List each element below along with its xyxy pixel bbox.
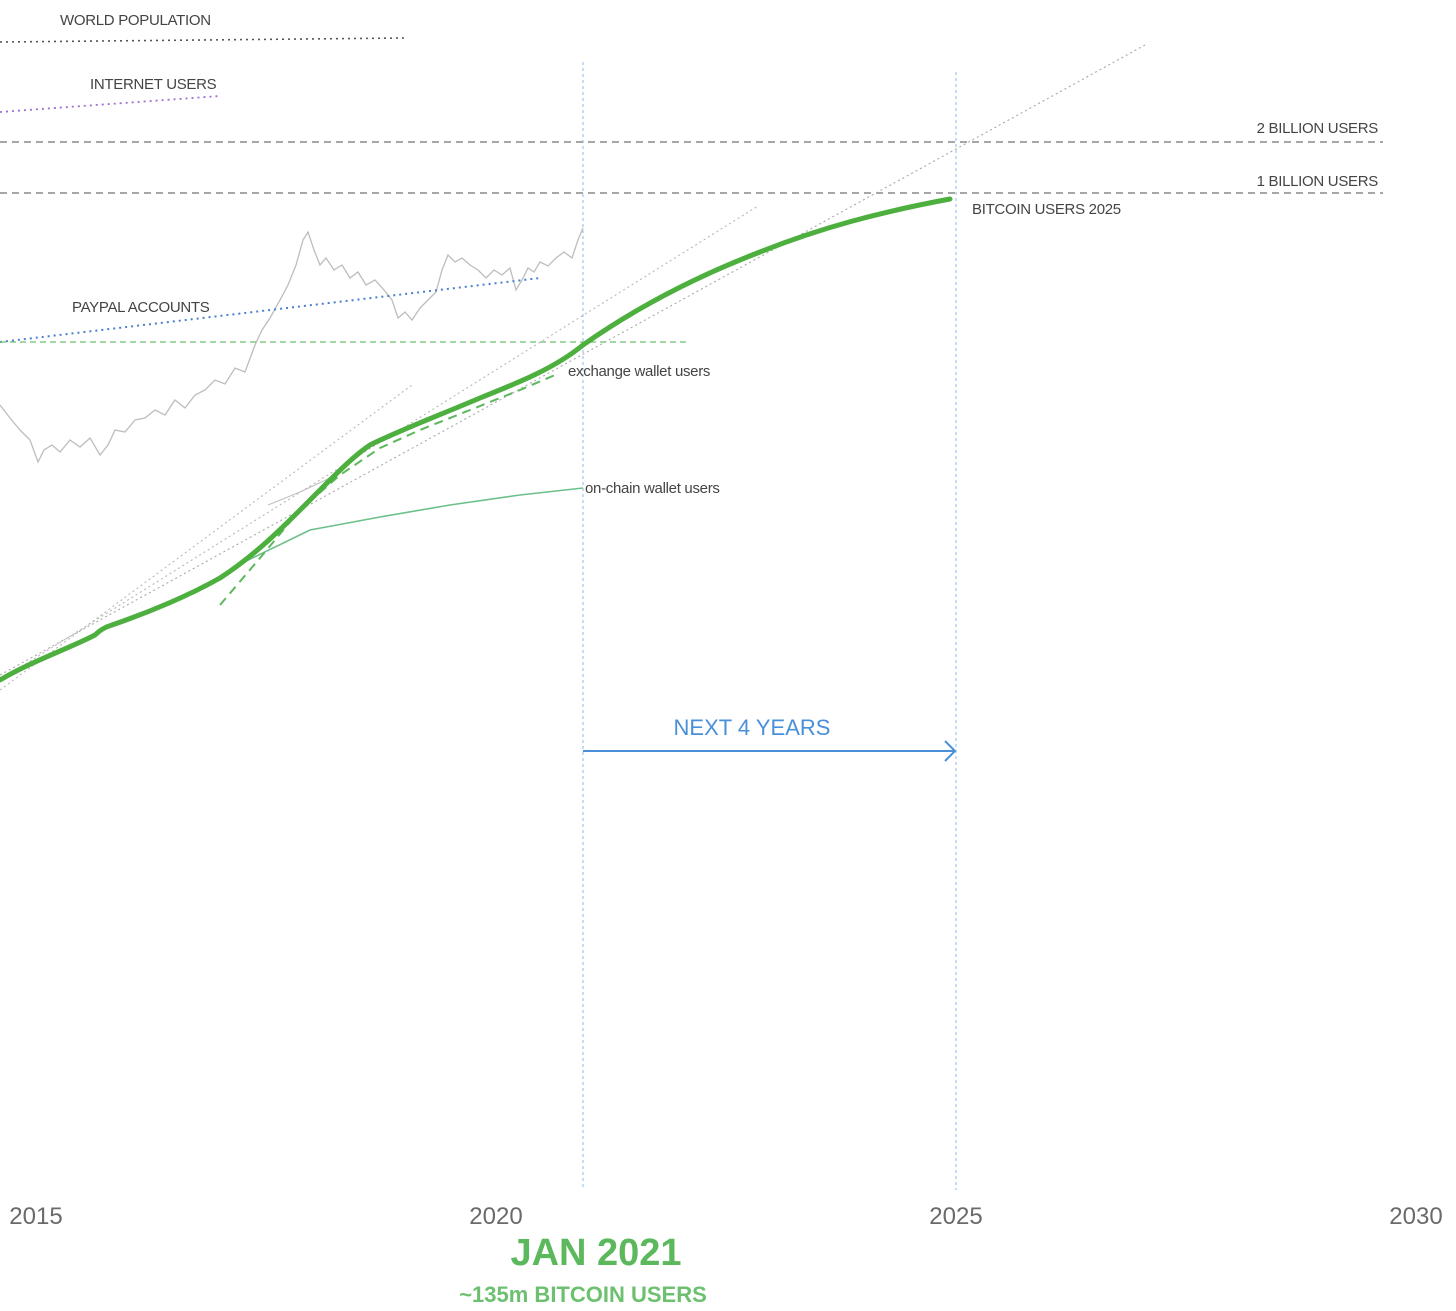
series-on-chain-wallet-users-label: on-chain wallet users: [585, 480, 720, 497]
world-population-label: WORLD POPULATION: [60, 12, 211, 29]
bitcoin-price-line: [0, 227, 584, 464]
price-fragment: [267, 477, 331, 506]
next-4-years-arrow-head: [944, 740, 957, 762]
bitcoin-users-count-label: ~135m BITCOIN USERS: [459, 1282, 707, 1307]
series-bitcoin-users: [0, 196, 953, 683]
trend-line-mid: [0, 205, 759, 681]
paypal-accounts-label: PAYPAL ACCOUNTS: [72, 299, 210, 316]
x-tick-2015: 2015: [9, 1203, 62, 1230]
series-exchange-wallet-users: [219, 374, 556, 606]
series-exchange-wallet-users-label: exchange wallet users: [568, 363, 710, 380]
internet-users-line: [0, 95, 221, 113]
jan-2021-label: JAN 2021: [510, 1232, 681, 1274]
internet-users-label: INTERNET USERS: [90, 76, 217, 93]
next-4-years-label: NEXT 4 YEARS: [674, 715, 831, 740]
x-tick-2030: 2030: [1389, 1203, 1442, 1230]
x-tick-2020: 2020: [469, 1203, 522, 1230]
x-tick-2025: 2025: [929, 1203, 982, 1230]
trend-line-long: [0, 44, 1146, 676]
series-bitcoin-users-label: BITCOIN USERS 2025: [972, 201, 1121, 218]
world-population-line: [0, 37, 406, 43]
series-on-chain-wallet-users: [237, 487, 584, 566]
two-billion-label: 2 BILLION USERS: [1257, 120, 1379, 137]
paypal-accounts-line: [0, 277, 541, 343]
one-billion-label: 1 BILLION USERS: [1257, 173, 1379, 190]
trend-line-short: [0, 384, 413, 691]
